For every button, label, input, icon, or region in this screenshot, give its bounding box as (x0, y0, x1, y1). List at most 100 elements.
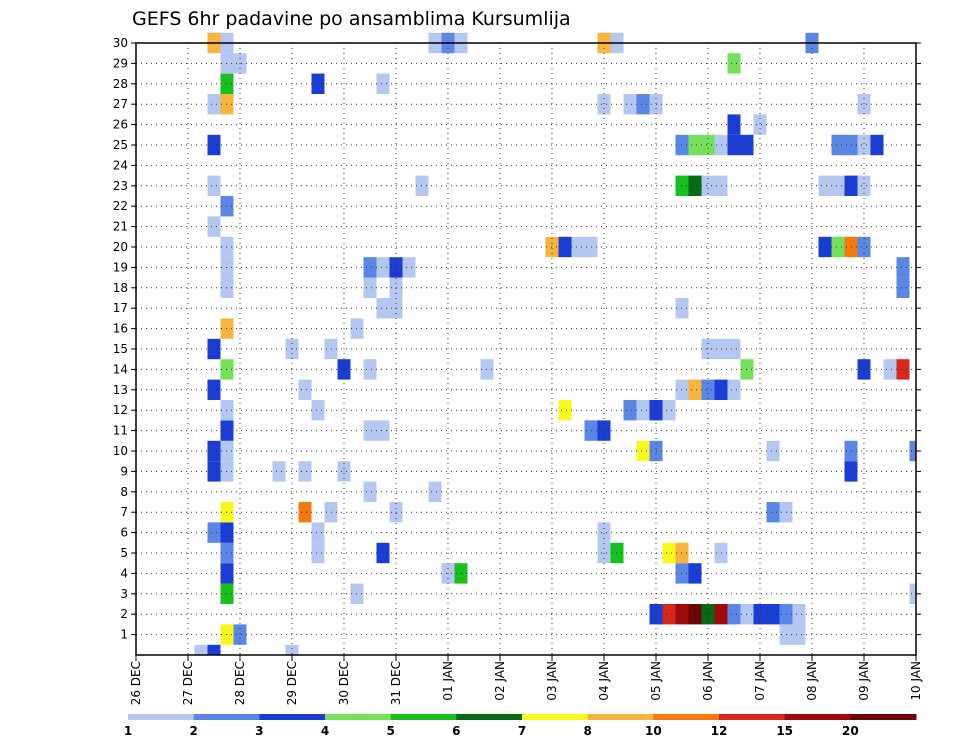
heatmap-cell (857, 175, 871, 196)
y-tick-label: 24 (113, 158, 128, 172)
heatmap-cell (753, 604, 767, 625)
chart-title: GEFS 6hr padavine po ansamblima Kursumli… (132, 8, 571, 30)
heatmap-cell (701, 379, 715, 400)
heatmap-cell (207, 175, 221, 196)
heatmap-cell (311, 400, 325, 421)
y-tick-label: 1 (120, 628, 128, 642)
x-tick-label: 04 JAN (597, 661, 611, 701)
y-tick-label: 20 (113, 240, 128, 254)
heatmap-cell (896, 257, 910, 278)
colorbar-swatch (325, 714, 392, 720)
heatmap-cell (376, 257, 390, 278)
colorbar-swatch (587, 714, 654, 720)
heatmap-cell (766, 440, 780, 462)
heatmap-cell (792, 624, 806, 645)
heatmap-cell (363, 359, 377, 380)
heatmap-cell (311, 522, 325, 543)
x-tick-label: 28 DEC (233, 661, 247, 705)
heatmap-cell (857, 236, 871, 258)
heatmap-cell (662, 542, 676, 564)
heatmap-cell (909, 440, 916, 462)
y-tick-label: 4 (120, 566, 128, 580)
grid-lines (136, 43, 916, 655)
y-tick-label: 14 (113, 362, 128, 376)
heatmap-cell (207, 440, 221, 462)
heatmap-cell (883, 359, 897, 380)
heatmap-cell (272, 461, 286, 482)
heatmap-cell (298, 502, 312, 523)
heatmap-cell (753, 114, 767, 135)
heatmap-cell (207, 461, 221, 482)
x-tick-label: 09 JAN (857, 661, 871, 701)
x-axis-labels: 26 DEC 27 DEC 28 DEC 29 DEC 30 DEC 31 DEC 01 J… (129, 655, 923, 705)
heatmap-cell (766, 604, 780, 625)
heatmap-cell (207, 379, 221, 400)
x-tick-label: 02 JAN (493, 661, 507, 701)
heatmap-cell (558, 400, 572, 421)
colorbar-label: 4 (321, 724, 329, 738)
heatmap-cell (818, 236, 832, 258)
heatmap-cell (727, 134, 741, 156)
y-tick-label: 30 (113, 36, 128, 50)
y-tick-label: 27 (113, 97, 128, 111)
heatmap-cell (857, 134, 871, 156)
heatmap-cell (285, 644, 299, 655)
y-tick-label: 28 (113, 77, 128, 91)
colorbar-label: 2 (189, 724, 197, 738)
y-tick-label: 19 (113, 260, 128, 274)
heatmap-cell (636, 440, 650, 462)
colorbar-swatch (259, 714, 326, 720)
heatmap-cell (727, 379, 741, 400)
colorbar-swatch (390, 714, 457, 720)
heatmap-cell (818, 175, 832, 196)
heatmap-cell (857, 94, 871, 115)
heatmap-cell (311, 73, 325, 94)
y-axis-labels: 1234567891011121314151617181920212223242… (113, 36, 921, 642)
heatmap-cell (363, 420, 377, 441)
heatmap-cell (701, 604, 715, 625)
y-tick-label: 23 (113, 179, 128, 193)
x-tick-label: 05 JAN (649, 661, 663, 701)
y-tick-label: 16 (113, 322, 128, 336)
heatmap-cell (207, 338, 221, 360)
heatmap-cell (597, 94, 611, 115)
heatmap-cell (727, 53, 741, 74)
y-tick-label: 9 (120, 464, 128, 478)
x-tick-label: 31 DEC (389, 661, 403, 705)
heatmap-cell (792, 604, 806, 625)
y-tick-label: 5 (120, 546, 128, 560)
heatmap-cell (662, 400, 676, 421)
x-tick-label: 30 DEC (337, 661, 351, 705)
heatmap-cell (194, 644, 208, 655)
heatmap-cell (363, 277, 377, 298)
y-tick-label: 15 (113, 342, 128, 356)
y-tick-label: 18 (113, 281, 128, 295)
colorbar-label: 10 (645, 724, 662, 738)
y-tick-label: 12 (113, 403, 128, 417)
x-tick-label: 29 DEC (285, 661, 299, 705)
heatmap-cell (896, 277, 910, 298)
heatmap-cell (363, 481, 377, 502)
heatmap-cell (376, 542, 390, 564)
y-tick-label: 10 (113, 444, 128, 458)
heatmap-cell (558, 236, 572, 258)
x-tick-label: 27 DEC (181, 661, 195, 705)
colorbar-swatch (522, 714, 589, 720)
y-tick-label: 25 (113, 138, 128, 152)
heatmap-cell (688, 379, 702, 400)
x-tick-label: 07 JAN (753, 661, 767, 701)
x-tick-label: 26 DEC (129, 661, 143, 705)
y-tick-label: 11 (113, 424, 128, 438)
colorbar-label: 15 (776, 724, 793, 738)
heatmap-cell (636, 94, 650, 115)
colorbar-swatch (128, 714, 195, 720)
heatmap-cell (311, 542, 325, 564)
y-tick-label: 2 (120, 607, 128, 621)
colorbar-label: 12 (711, 724, 728, 738)
x-tick-label: 03 JAN (545, 661, 559, 701)
y-tick-label: 8 (120, 485, 128, 499)
colorbar-label: 8 (583, 724, 591, 738)
x-tick-label: 06 JAN (701, 661, 715, 701)
colorbar: 1 2 3 4 5 6 7 8 10 12 15 20 (124, 714, 917, 738)
